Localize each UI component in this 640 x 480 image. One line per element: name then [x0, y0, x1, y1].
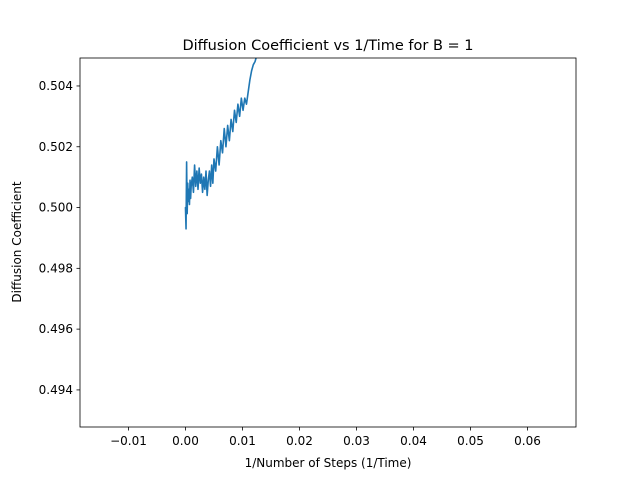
y-axis: 0.494 0.496 0.498 0.500 0.502 0.504	[39, 79, 80, 397]
x-tick-label: 0.02	[286, 434, 313, 448]
x-axis: −0.01 0.00 0.01 0.02 0.03 0.04 0.05 0.06	[110, 427, 541, 448]
y-tick-label: 0.504	[39, 79, 73, 93]
series-layer	[184, 58, 257, 230]
x-tick-label: 0.00	[172, 434, 199, 448]
y-tick-label: 0.498	[39, 261, 73, 275]
chart-title: Diffusion Coefficient vs 1/Time for B = …	[182, 38, 473, 54]
x-tick-label: 0.03	[343, 434, 370, 448]
y-tick-label: 0.500	[39, 201, 73, 215]
x-tick-label: 0.01	[229, 434, 256, 448]
y-axis-label: Diffusion Coefficient	[10, 181, 24, 302]
plot-area	[79, 57, 577, 428]
plot-frame	[79, 57, 577, 428]
x-axis-label: 1/Number of Steps (1/Time)	[245, 456, 412, 470]
x-tick-label: −0.01	[110, 434, 147, 448]
x-tick-label: 0.06	[514, 434, 541, 448]
y-tick-label: 0.494	[39, 383, 73, 397]
x-tick-label: 0.04	[400, 434, 427, 448]
y-tick-label: 0.496	[39, 322, 73, 336]
x-tick-label: 0.05	[457, 434, 484, 448]
y-tick-label: 0.502	[39, 140, 73, 154]
series-line-1	[184, 58, 257, 230]
